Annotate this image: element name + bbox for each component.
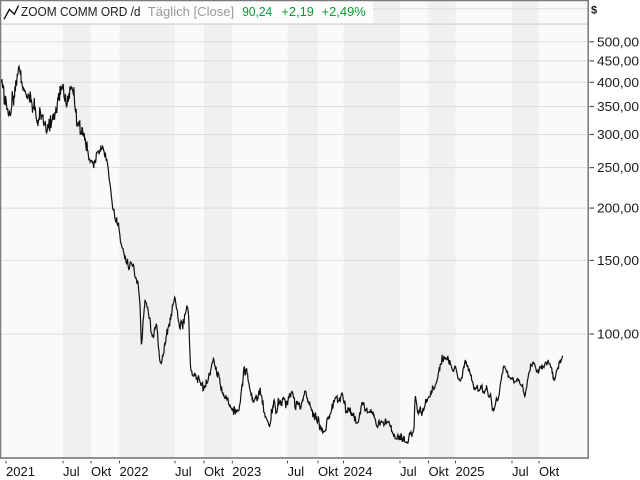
svg-text:Jul: Jul [175,464,192,479]
svg-text:200,00: 200,00 [597,201,639,216]
svg-text:Jul: Jul [63,464,80,479]
svg-text:Okt: Okt [318,464,339,479]
svg-text:150,00: 150,00 [597,253,639,268]
svg-text:2023: 2023 [232,464,261,479]
svg-text:2024: 2024 [344,464,373,479]
svg-text:Okt: Okt [539,464,560,479]
svg-text:Jul: Jul [400,464,417,479]
svg-text:ZOOM COMM ORD /d: ZOOM COMM ORD /d [21,4,141,19]
svg-text:Täglich [Close]: Täglich [Close] [148,4,234,19]
svg-text:300,00: 300,00 [597,127,639,142]
svg-text:400,00: 400,00 [597,75,639,90]
svg-text:250,00: 250,00 [597,160,639,175]
svg-text:100,00: 100,00 [597,327,639,342]
svg-text:Okt: Okt [91,464,112,479]
svg-text:2022: 2022 [120,464,149,479]
svg-text:Jul: Jul [512,464,529,479]
svg-text:2021: 2021 [6,464,35,479]
svg-text:+2,49%: +2,49% [322,4,367,19]
svg-text:450,00: 450,00 [597,54,639,69]
svg-text:+2,19: +2,19 [281,4,314,19]
svg-text:350,00: 350,00 [597,99,639,114]
svg-text:$: $ [591,5,597,17]
svg-text:Okt: Okt [204,464,225,479]
svg-text:Jul: Jul [288,464,305,479]
svg-text:500,00: 500,00 [597,34,639,49]
svg-text:90,24: 90,24 [242,4,272,19]
svg-text:2025: 2025 [456,464,485,479]
svg-text:Okt: Okt [429,464,450,479]
